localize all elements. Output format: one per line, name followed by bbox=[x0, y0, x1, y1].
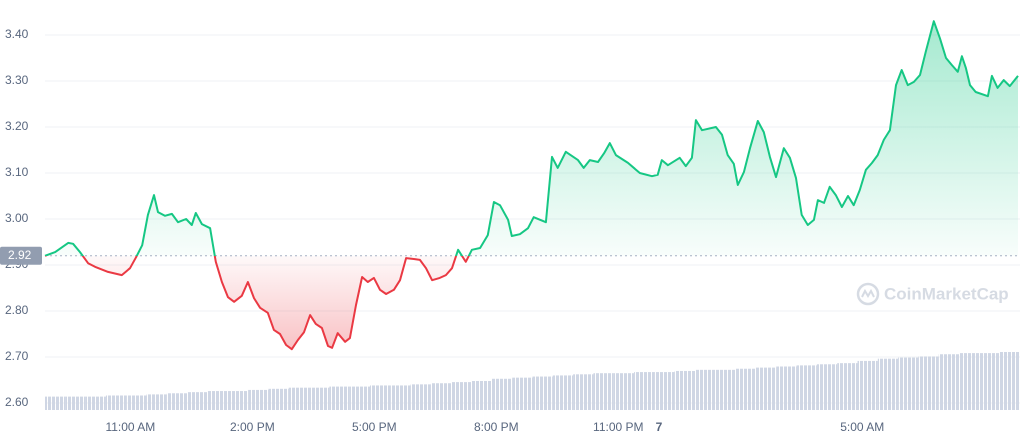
x-tick-label: 7 bbox=[656, 420, 663, 434]
volume-bar bbox=[146, 394, 167, 410]
volume-bar bbox=[918, 356, 939, 410]
volume-bar bbox=[309, 387, 330, 410]
x-tick-label: 8:00 PM bbox=[474, 420, 519, 434]
volume-bar bbox=[65, 396, 86, 410]
volume-bar bbox=[634, 372, 655, 410]
volume-bar bbox=[329, 386, 350, 410]
x-tick-label: 11:00 PM bbox=[593, 420, 643, 434]
volume-bar bbox=[207, 391, 228, 410]
plot bbox=[44, 20, 1020, 351]
x-tick-label: 5:00 PM bbox=[352, 420, 397, 434]
volume-bar bbox=[390, 385, 411, 410]
volume-bar bbox=[268, 388, 289, 410]
y-tick-label: 2.80 bbox=[5, 303, 29, 317]
y-tick-label: 3.30 bbox=[5, 73, 29, 87]
price-line bbox=[44, 20, 1019, 351]
watermark-text: CoinMarketCap bbox=[884, 284, 1009, 303]
x-tick-label: 11:00 AM bbox=[105, 420, 155, 434]
volume-bar bbox=[938, 354, 960, 410]
volume bbox=[45, 352, 1020, 410]
volume-bar bbox=[999, 352, 1020, 410]
volume-bar bbox=[532, 376, 553, 410]
volume-bar bbox=[674, 370, 695, 410]
volume-bar bbox=[755, 367, 777, 410]
volume-bar bbox=[451, 382, 472, 410]
y-tick-label: 3.00 bbox=[5, 211, 29, 225]
volume-bar bbox=[471, 381, 492, 410]
axes: 2.602.702.802.903.003.103.203.303.4011:0… bbox=[0, 27, 884, 434]
x-tick-label: 2:00 PM bbox=[230, 420, 275, 434]
baseline-label-box bbox=[0, 246, 42, 265]
volume-bar bbox=[370, 385, 391, 410]
volume-bar bbox=[166, 393, 188, 410]
volume-bar bbox=[288, 387, 310, 410]
volume-bar bbox=[187, 392, 208, 410]
volume-bar bbox=[573, 374, 594, 410]
volume-bar bbox=[796, 365, 817, 410]
volume-bar bbox=[410, 384, 431, 410]
volume-bar bbox=[126, 395, 147, 410]
volume-bar bbox=[654, 372, 675, 410]
volume-bar bbox=[715, 369, 736, 410]
volume-bar bbox=[877, 358, 899, 410]
volume-bar bbox=[695, 369, 716, 410]
volume-bar bbox=[816, 364, 838, 410]
volume-bar bbox=[105, 395, 127, 410]
volume-bar bbox=[979, 353, 1000, 410]
y-tick-label: 2.70 bbox=[5, 349, 29, 363]
volume-bar bbox=[491, 378, 513, 410]
x-tick-label: 5:00 AM bbox=[840, 420, 884, 434]
baseline-label: 2.92 bbox=[8, 248, 32, 262]
volume-bar bbox=[593, 373, 614, 410]
y-tick-label: 3.40 bbox=[5, 27, 29, 41]
volume-bar bbox=[45, 396, 66, 410]
volume-bar bbox=[613, 373, 635, 410]
price-area bbox=[45, 21, 1018, 350]
watermark: CoinMarketCap bbox=[856, 282, 1009, 306]
volume-bar bbox=[776, 366, 797, 410]
y-tick-label: 3.20 bbox=[5, 119, 29, 133]
y-tick-label: 3.10 bbox=[5, 165, 29, 179]
volume-bar bbox=[85, 396, 106, 410]
volume-bar bbox=[349, 386, 370, 410]
volume-bar bbox=[959, 353, 980, 410]
volume-bar bbox=[430, 383, 452, 410]
volume-bar bbox=[735, 368, 756, 410]
volume-bar bbox=[512, 377, 533, 410]
volume-bar bbox=[837, 363, 858, 410]
volume-bar bbox=[898, 357, 919, 410]
y-tick-label: 2.60 bbox=[5, 395, 29, 409]
volume-bar bbox=[857, 360, 878, 410]
volume-bar bbox=[552, 375, 574, 410]
volume-bar bbox=[248, 389, 269, 410]
volume-bar bbox=[227, 391, 249, 410]
